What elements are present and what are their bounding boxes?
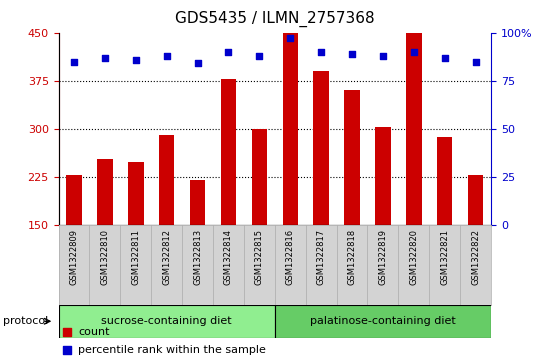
Bar (468, 175, 483, 225)
Text: GSM1322816: GSM1322816 (286, 229, 295, 285)
Point (100, 55, 109, 61)
Bar (221, 79, 236, 225)
Text: GSM1322812: GSM1322812 (162, 229, 171, 285)
Point (224, 49, 233, 55)
Point (440, 55, 449, 61)
Bar (59, 305, 275, 338)
Point (131, 57, 140, 62)
Bar (190, 180, 205, 225)
Text: GSM1322814: GSM1322814 (224, 229, 233, 285)
Text: count: count (78, 327, 109, 337)
Bar (406, 33, 421, 225)
Text: palatinose-containing diet: palatinose-containing diet (310, 316, 456, 326)
Point (317, 49, 326, 55)
Text: GSM1322811: GSM1322811 (131, 229, 140, 285)
Point (286, 36, 295, 41)
Text: GSM1322817: GSM1322817 (316, 229, 326, 285)
Text: GSM1322818: GSM1322818 (348, 229, 357, 285)
Point (410, 49, 418, 55)
Bar (344, 90, 360, 225)
Bar (159, 135, 175, 225)
Text: protocol: protocol (3, 316, 48, 326)
Bar (314, 71, 329, 225)
Point (70, 58, 79, 65)
Point (348, 51, 357, 57)
Bar (275, 305, 491, 338)
Text: GSM1322810: GSM1322810 (100, 229, 109, 285)
Text: sucrose-containing diet: sucrose-containing diet (102, 316, 232, 326)
Text: GSM1322815: GSM1322815 (255, 229, 264, 285)
Bar (437, 136, 453, 225)
Point (63, 347, 71, 353)
Text: GSM1322822: GSM1322822 (471, 229, 480, 285)
Text: GSM1322820: GSM1322820 (410, 229, 418, 285)
Point (471, 58, 480, 65)
Point (63, 329, 71, 335)
Text: GSM1322821: GSM1322821 (440, 229, 449, 285)
Bar (282, 33, 298, 225)
Text: percentile rank within the sample: percentile rank within the sample (78, 345, 266, 355)
Bar (66, 175, 82, 225)
Bar (97, 159, 113, 225)
Text: GSM1322819: GSM1322819 (378, 229, 387, 285)
Bar (375, 127, 391, 225)
Point (378, 53, 387, 59)
Text: GSM1322809: GSM1322809 (70, 229, 79, 285)
Point (193, 61, 202, 66)
Point (162, 53, 171, 59)
Text: GDS5435 / ILMN_2757368: GDS5435 / ILMN_2757368 (175, 11, 374, 27)
Point (255, 53, 264, 59)
Bar (252, 129, 267, 225)
Bar (128, 162, 143, 225)
Text: GSM1322813: GSM1322813 (193, 229, 202, 285)
